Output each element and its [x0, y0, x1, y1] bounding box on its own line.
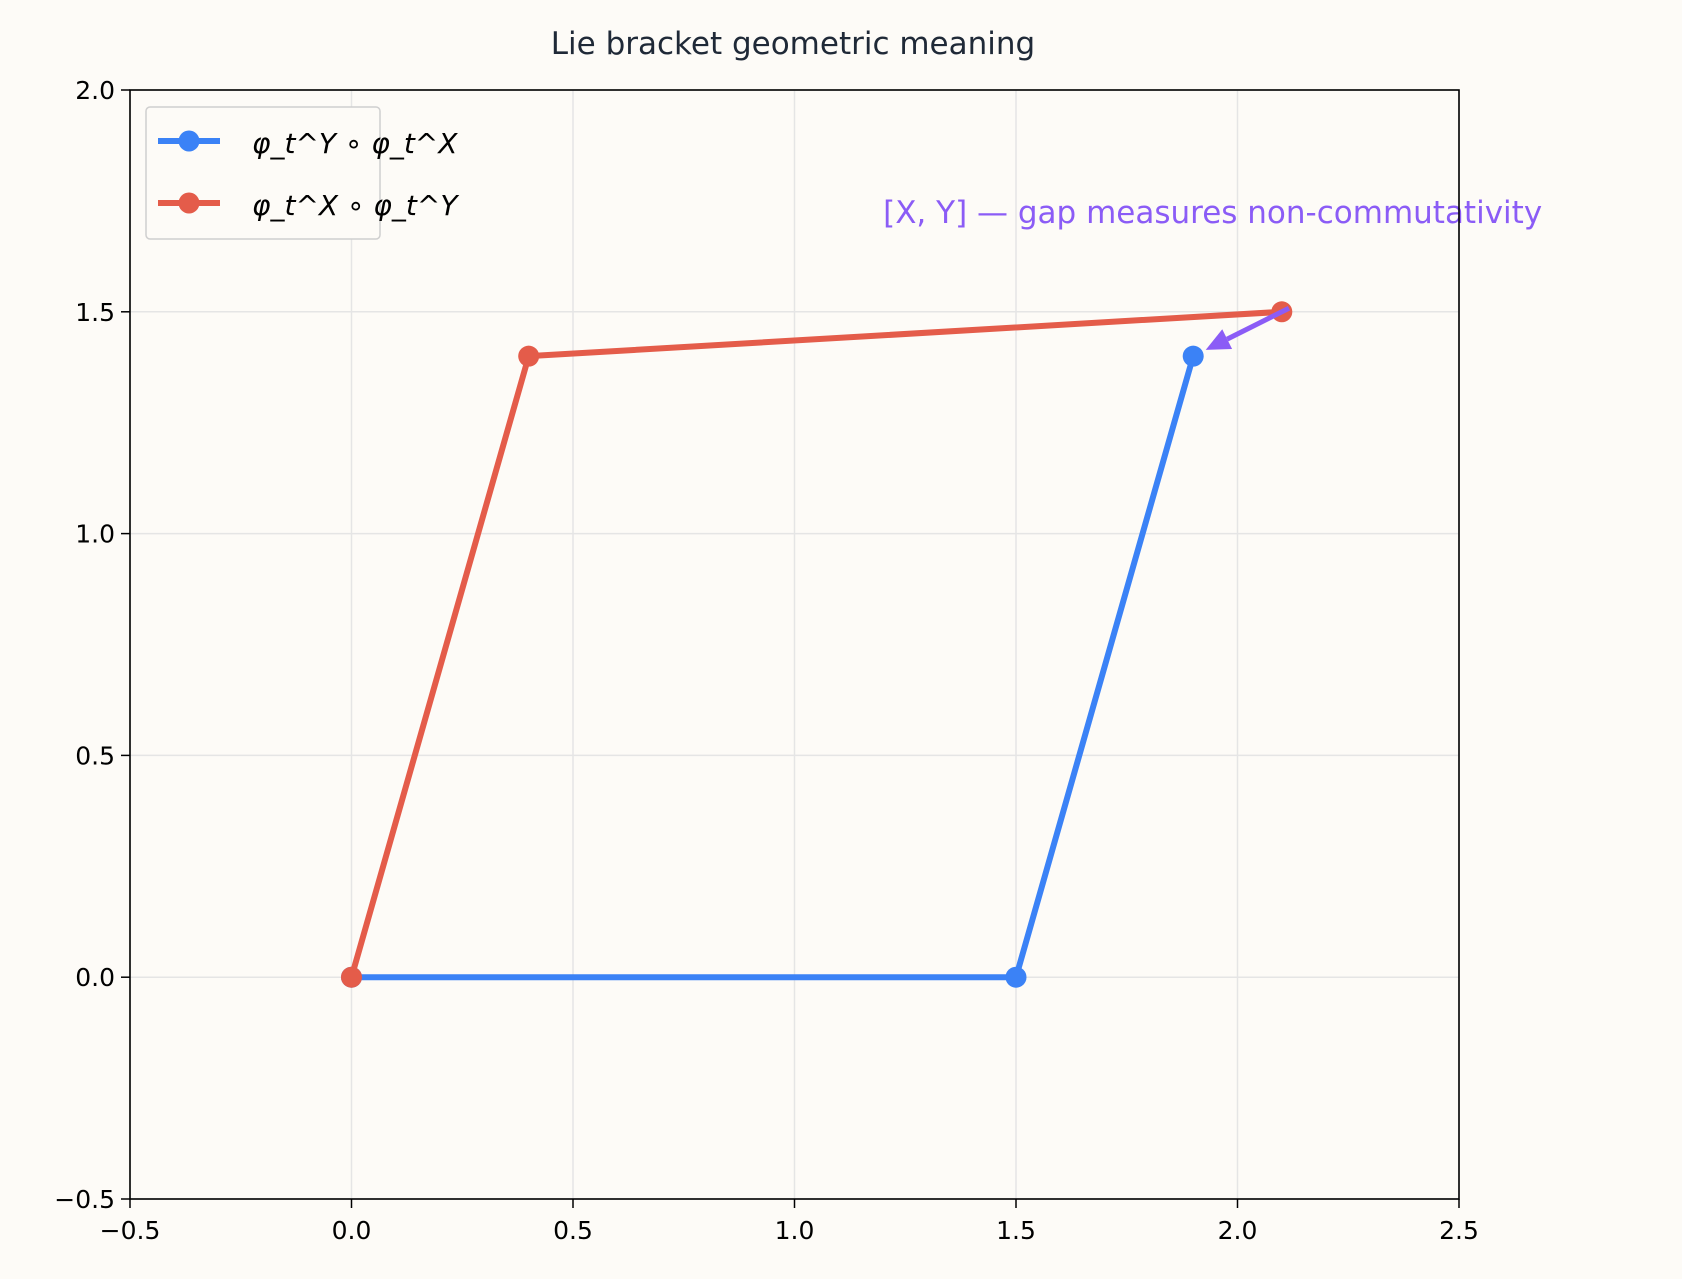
chart-title: Lie bracket geometric meaning	[551, 26, 1035, 62]
axis-ticks: −0.5 0.0 0.5 1.0 1.5 2.0 2.5 −0.5 0.0 0.5 1.0 1.5 2.…	[54, 76, 1479, 1245]
x-tick-label: 2.0	[1218, 1216, 1258, 1245]
y-tick-label: 1.0	[75, 520, 115, 549]
x-tick-label: −0.5	[100, 1216, 161, 1245]
annotation-arrow-shaft	[1226, 305, 1291, 342]
x-tick-label: 0.5	[553, 1216, 593, 1245]
annotation-layer: [X, Y] — gap measures non-commutativity	[883, 195, 1542, 350]
annotation-text: [X, Y] — gap measures non-commutativity	[883, 195, 1542, 231]
y-tick-label: −0.5	[54, 1185, 115, 1214]
legend-swatch-point-1	[178, 130, 200, 152]
legend-label-1: φ_t^Y ∘ φ_t^X	[252, 127, 458, 160]
series-layer	[341, 301, 1293, 988]
x-tick-label: 1.0	[775, 1216, 815, 1245]
series-1-point-2	[1005, 966, 1027, 988]
grid	[129, 89, 1460, 1200]
y-tick-label: 1.5	[75, 298, 115, 327]
legend-swatch-point-2	[178, 192, 200, 214]
y-tick-label: 0.0	[75, 963, 115, 992]
y-tick-label: 2.0	[75, 76, 115, 105]
y-tick-label: 0.5	[75, 741, 115, 770]
legend: φ_t^Y ∘ φ_t^X φ_t^X ∘ φ_t^Y	[145, 106, 459, 240]
series-2-point-1	[341, 966, 362, 988]
x-tick-label: 1.5	[996, 1216, 1036, 1245]
legend-label-2: φ_t^X ∘ φ_t^Y	[252, 189, 459, 222]
series-1-point-3	[1182, 345, 1204, 367]
axes-frame	[129, 89, 1460, 1200]
x-tick-label: 2.5	[1439, 1216, 1479, 1245]
annotation-arrow-head	[1205, 329, 1233, 350]
x-tick-label: 0.0	[332, 1216, 372, 1245]
series-2-point-2	[518, 345, 540, 367]
